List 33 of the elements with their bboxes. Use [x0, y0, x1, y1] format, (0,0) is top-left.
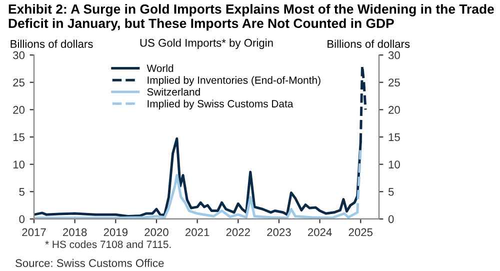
- y-tick-label: 25: [13, 78, 25, 86]
- y2-axis-title: Billions of dollars: [328, 40, 410, 48]
- x-tick-label: 2019: [104, 228, 128, 236]
- y-tick-label: 10: [13, 160, 25, 168]
- chart-title: Exhibit 2: A Surge in Gold Imports Explains Most of the Widening in the Trade Deficit in January, but These Imports Are Not Counted in GDP: [8, 4, 494, 31]
- x-tick-label: 2022: [226, 228, 250, 236]
- y-axis-title: Billions of dollars: [10, 40, 93, 48]
- source-note: Source: Swiss Customs Office: [16, 258, 164, 268]
- y2-tick-label: 15: [388, 133, 400, 142]
- y2-tick-label: 20: [388, 106, 400, 114]
- y2-tick-label: 30: [388, 51, 400, 60]
- x-tick-label: 2024: [308, 228, 332, 236]
- legend-label: Implied by Swiss Customs Data: [148, 100, 294, 110]
- y2-tick-label: 10: [388, 160, 400, 168]
- y-tick-label: 5: [19, 188, 25, 196]
- x-tick-label: 2017: [22, 228, 46, 236]
- x-tick-label: 2021: [186, 228, 210, 236]
- y-tick-label: 0: [19, 215, 25, 224]
- legend-label: Implied by Inventories (End-of-Month): [148, 76, 320, 86]
- y-tick-label: 30: [13, 51, 25, 60]
- chart-subtitle: US Gold Imports* by Origin: [140, 38, 273, 49]
- y-tick-label: 20: [13, 106, 25, 114]
- y2-tick-label: 5: [388, 188, 394, 196]
- x-tick-label: 2023: [267, 228, 291, 236]
- legend-label: World: [146, 64, 174, 72]
- y2-tick-label: 25: [388, 78, 400, 86]
- legend-label: Switzerland: [147, 88, 200, 96]
- text: * HS codes 7108 and 7115.: [45, 240, 171, 248]
- y2-tick-label: 0: [388, 215, 394, 224]
- x-tick-label: 2025: [348, 228, 373, 236]
- x-tick-label: 2020: [144, 228, 168, 236]
- x-tick-label: 2018: [63, 228, 87, 236]
- y-tick-label: 15: [13, 133, 25, 142]
